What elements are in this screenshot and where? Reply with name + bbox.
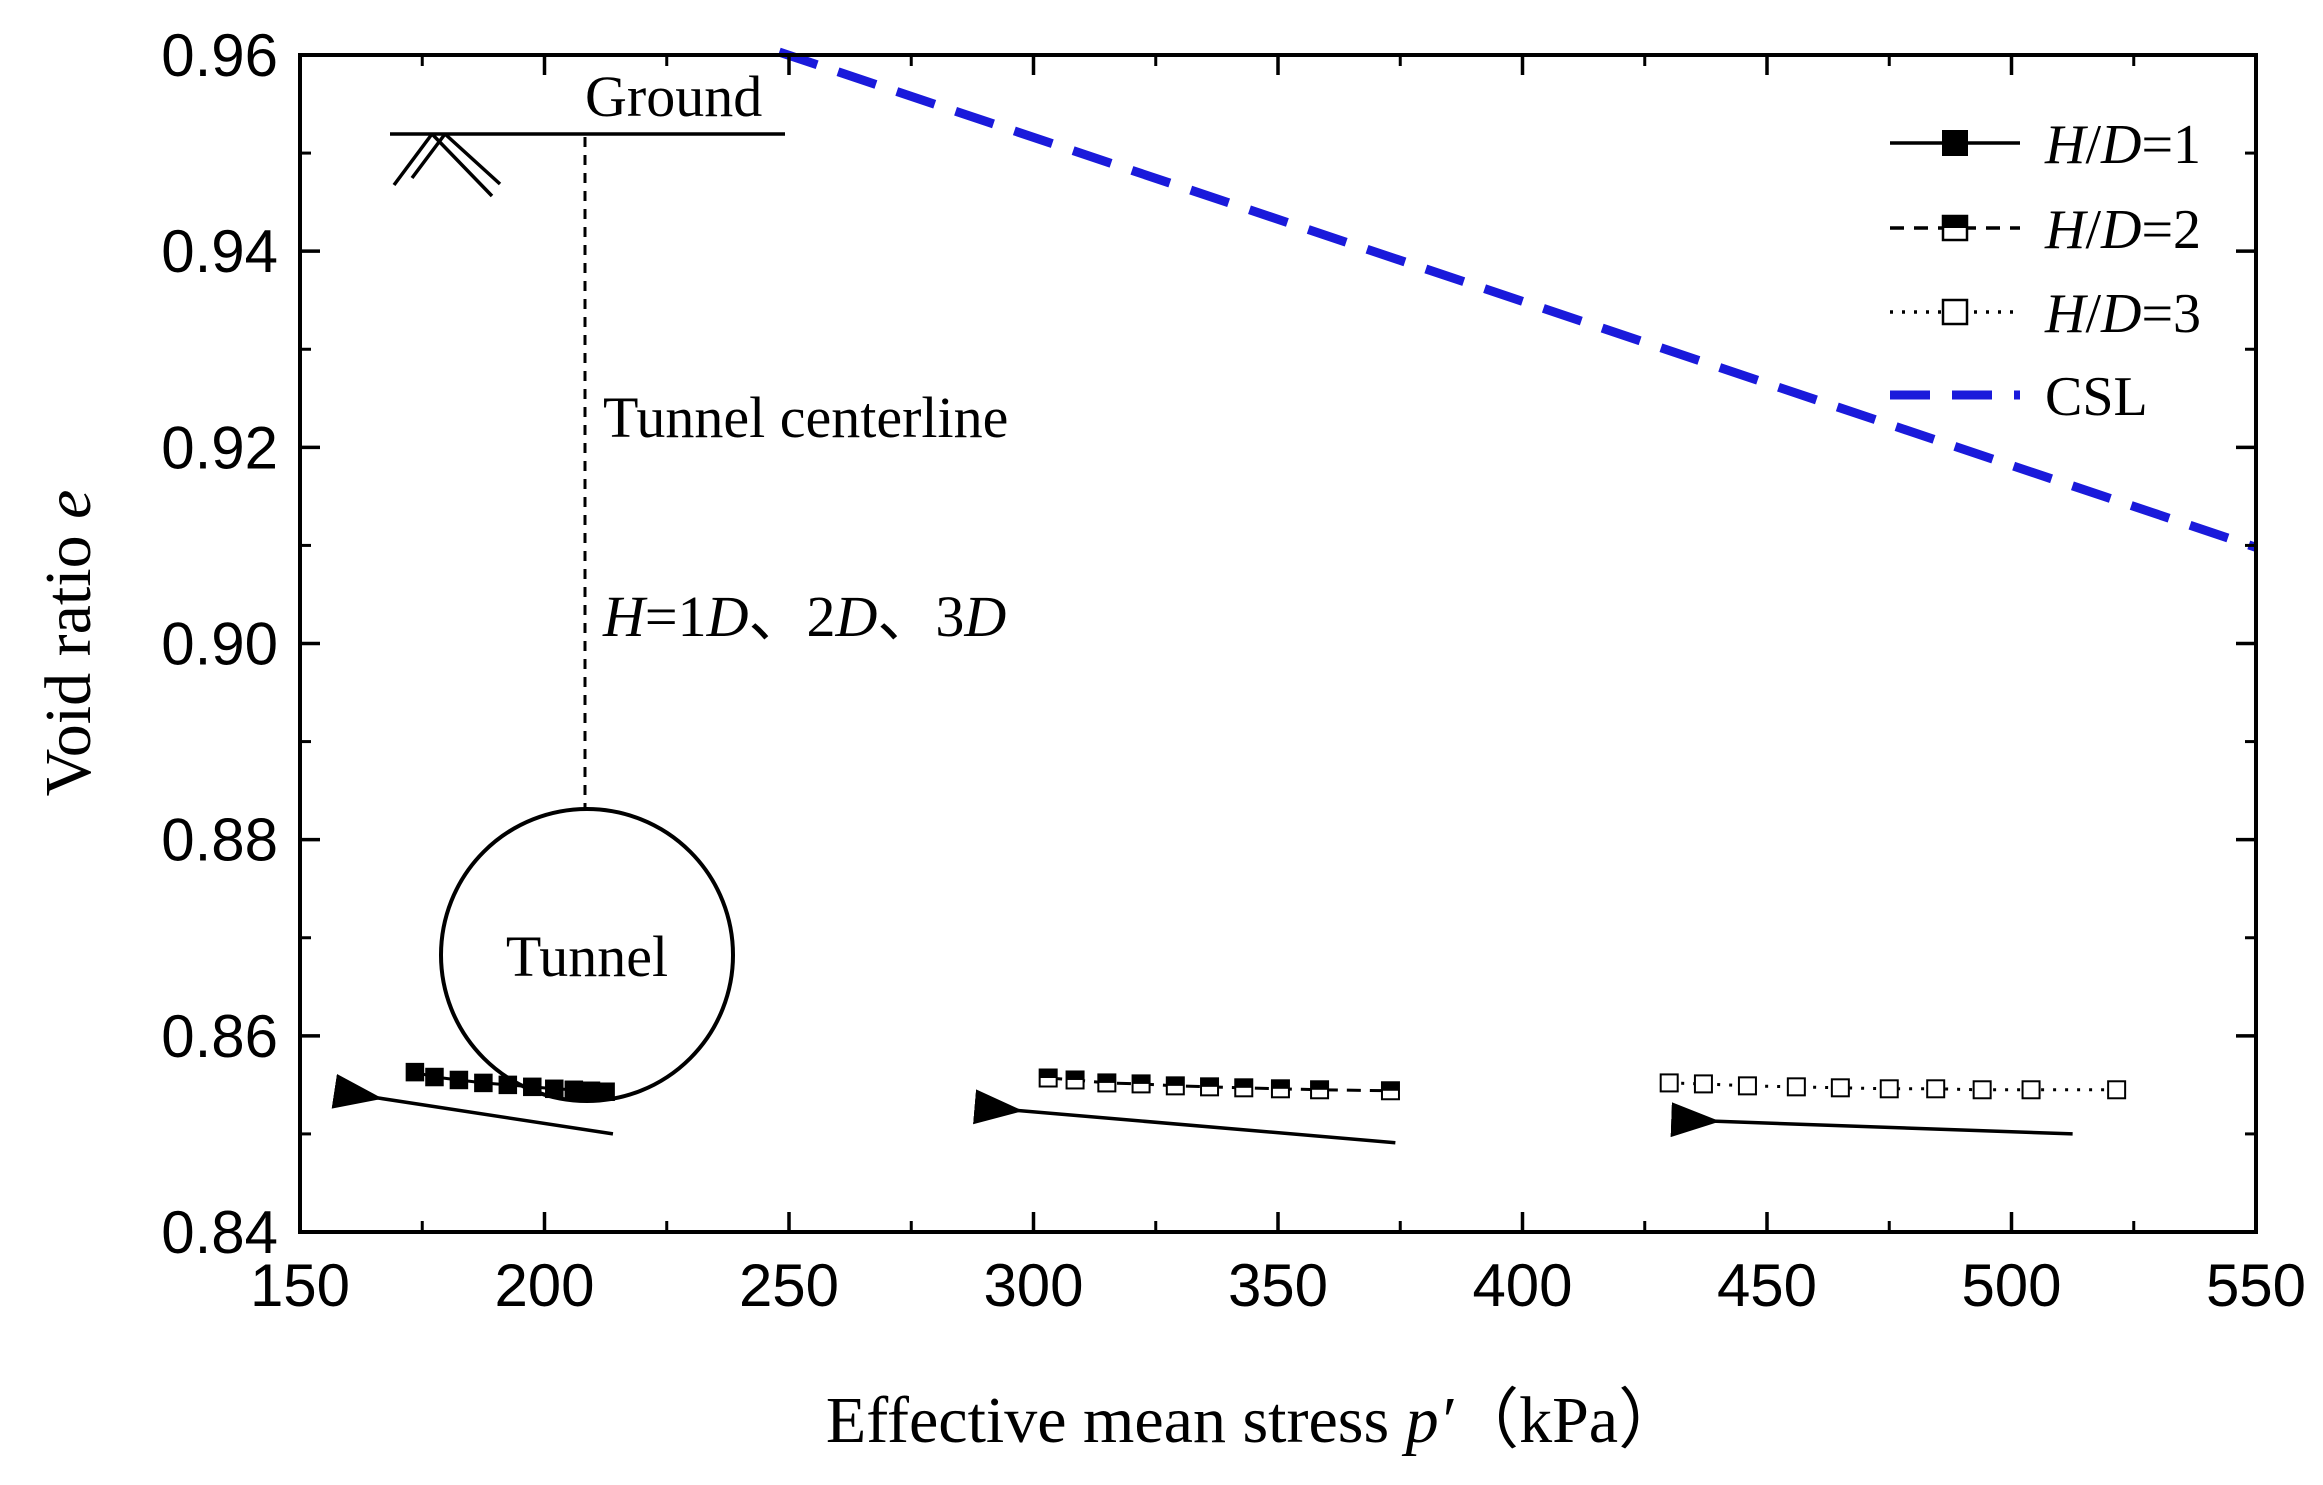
legend-label-csl: CSL	[2045, 366, 2148, 428]
data-point-fill	[1098, 1074, 1116, 1083]
data-point-fill	[1039, 1069, 1057, 1079]
legend-marker-filled-square	[1942, 130, 1968, 156]
data-point-fill	[1166, 1077, 1184, 1086]
series-line	[777, 47, 2258, 552]
legend-item-csl: CSL	[1890, 366, 2148, 428]
x-axis-label: Effective mean stress	[826, 1384, 1389, 1457]
x-axis-symbol: p′	[1402, 1384, 1455, 1457]
centerline-label: Tunnel centerline	[603, 385, 1008, 450]
x-tick-label: 400	[1472, 1252, 1572, 1319]
x-tick-label: 250	[739, 1252, 839, 1319]
data-point-fill	[1381, 1082, 1399, 1091]
data-point-fill	[1235, 1079, 1253, 1088]
legend-item-hd3: H/D=3	[1890, 283, 2201, 345]
trend-arrow	[331, 1073, 614, 1136]
series-hd3	[1659, 1073, 2127, 1100]
data-point-fill	[1132, 1075, 1150, 1084]
y-tick-label: 0.88	[161, 807, 278, 874]
data-point	[474, 1073, 493, 1093]
data-point-fill	[1271, 1080, 1289, 1089]
x-axis-title: Effective mean stress p′（kPa）	[826, 1384, 1684, 1457]
x-tick-label: 550	[2206, 1252, 2306, 1319]
series-csl	[777, 47, 2258, 552]
data-point-fill	[1311, 1081, 1329, 1090]
y-axis-symbol: e	[32, 490, 105, 519]
legend-item-hd2: H/D=2	[1890, 199, 2201, 261]
data-point	[1830, 1078, 1850, 1098]
x-tick-label: 450	[1717, 1252, 1817, 1319]
trend-arrow	[973, 1089, 1396, 1145]
data-point	[1693, 1074, 1713, 1094]
series-line	[1669, 1081, 2117, 1092]
trend-arrow	[1670, 1102, 2073, 1138]
data-point	[425, 1067, 444, 1087]
y-tick-label: 0.84	[161, 1199, 278, 1266]
data-point	[1659, 1073, 1679, 1093]
legend-label-hd1: H/D=1	[2044, 114, 2201, 176]
tunnel-schematic: Ground Tunnel centerline H=1D、2D、3D Tunn…	[390, 64, 1008, 1103]
data-point	[1926, 1079, 1946, 1099]
tunnel-circle	[439, 807, 735, 1103]
y-tick-label: 0.92	[161, 414, 278, 481]
legend-item-hd1: H/D=1	[1890, 114, 2201, 176]
tunnel-label: Tunnel	[506, 924, 668, 989]
data-point	[2107, 1080, 2127, 1100]
y-tick-label: 0.94	[161, 218, 278, 285]
x-tick-label: 300	[983, 1252, 1083, 1319]
data-point	[1786, 1077, 1806, 1097]
series-hd1	[405, 1062, 615, 1101]
x-tick-label: 150	[250, 1252, 350, 1319]
data-point-fill	[1201, 1078, 1219, 1087]
y-tick-label: 0.96	[161, 22, 278, 89]
x-tick-label: 500	[1961, 1252, 2061, 1319]
data-point	[564, 1080, 584, 1100]
series-line	[1048, 1076, 1391, 1093]
x-tick-label: 200	[494, 1252, 594, 1319]
axis-ticks: 150 200 250 300 350 400 450 500 550 0.84 0.86 0.88 0…	[161, 22, 2306, 1319]
series-hd2	[1038, 1068, 1400, 1101]
data-point	[449, 1070, 469, 1090]
ground-label: Ground	[585, 64, 762, 129]
data-point	[2021, 1080, 2041, 1100]
y-tick-label: 0.86	[161, 1003, 278, 1070]
legend-marker-open-square	[1941, 298, 1969, 326]
data-point	[1972, 1080, 1992, 1100]
ground-hatch-icon	[392, 132, 502, 198]
legend: H/D=1 H/D=2 H/D=3 CSL	[1890, 114, 2201, 428]
legend-label-hd2: H/D=2	[2044, 199, 2201, 261]
legend-label-hd3: H/D=3	[2044, 283, 2201, 345]
data-point-fill	[1066, 1071, 1084, 1080]
depth-label: H=1D、2D、3D	[602, 584, 1006, 649]
y-axis-label: Void ratio	[32, 535, 105, 796]
chart-marks	[331, 47, 2258, 1145]
data-point	[1737, 1076, 1757, 1096]
data-point	[1879, 1079, 1899, 1099]
x-tick-label: 350	[1228, 1252, 1328, 1319]
x-axis-unit: （kPa）	[1453, 1384, 1684, 1457]
data-point	[405, 1062, 425, 1082]
y-axis-title: Void ratio e	[32, 490, 105, 797]
y-tick-label: 0.90	[161, 611, 278, 678]
